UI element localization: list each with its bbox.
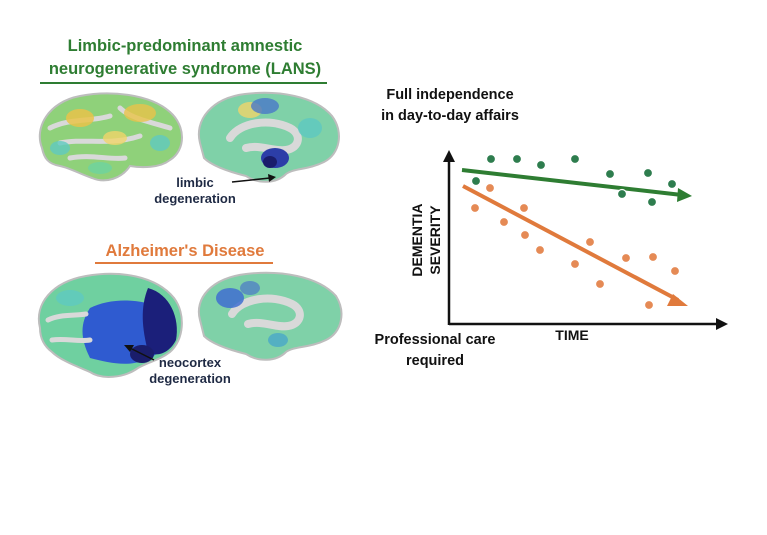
x-axis-arrowhead [716, 318, 728, 330]
lans-lateral-brain [38, 92, 183, 182]
lans-title-line1: Limbic-predominant amnestic [67, 37, 303, 55]
lans-trend-line [461, 168, 683, 197]
lans-trend-arrowhead [677, 188, 692, 202]
y-axis-title-line2: SEVERITY [427, 205, 443, 275]
ad-title: Alzheimer's Disease [105, 242, 265, 260]
ad-dot [594, 278, 606, 290]
lans-dot [569, 153, 581, 165]
lans-annotation: limbic degeneration [145, 175, 245, 207]
lans-dots [470, 153, 678, 208]
lans-dot [604, 168, 616, 180]
ad-dot [534, 244, 546, 256]
graph-top-label-line2: in day-to-day affairs [381, 108, 519, 124]
lans-dot [470, 175, 482, 187]
ad-dot [469, 202, 481, 214]
ad-annotation: neocortex degeneration [140, 355, 240, 387]
ad-medial-brain [197, 271, 343, 361]
graph-bottom-label: Professional care required [360, 330, 510, 372]
severity-graph: DEMENTIA SEVERITY TIME [409, 150, 728, 340]
lans-dot [485, 153, 497, 165]
y-axis-arrowhead [443, 150, 455, 162]
graph-top-label-line1: Full independence [386, 87, 514, 103]
lans-annotation-arrow [231, 174, 276, 183]
ad-trend-arrowhead [667, 294, 688, 306]
ad-dot [620, 252, 632, 264]
ad-dot [569, 258, 581, 270]
y-axis-title-line1: DEMENTIA [409, 203, 425, 276]
ad-annotation-arrow [124, 345, 155, 361]
ad-dot [484, 182, 496, 194]
lans-dot [535, 159, 547, 171]
lans-annotation-line1: limbic [176, 175, 214, 190]
ad-dot [519, 229, 531, 241]
lans-title-line2: neurogenerative syndrome (LANS) [48, 60, 322, 78]
ad-dots [469, 182, 681, 311]
ad-annotation-line2: degeneration [149, 371, 231, 386]
ad-annotation-line1: neocortex [158, 355, 222, 370]
x-axis-title: TIME [555, 327, 588, 340]
lans-dot [511, 153, 523, 165]
lans-medial-brain [197, 91, 340, 183]
lans-dot [616, 188, 628, 200]
lans-title: Limbic-predominant amnestic neurogenerat… [35, 35, 335, 81]
ad-dot [643, 299, 655, 311]
lans-dot [642, 167, 654, 179]
ad-trend-line [462, 184, 679, 302]
graph-top-label: Full independence in day-to-day affairs [350, 85, 550, 127]
lans-dot [666, 178, 678, 190]
ad-dot [584, 236, 596, 248]
ad-lateral-brain [37, 272, 183, 378]
lans-title-underline [40, 82, 327, 84]
ad-dot [498, 216, 510, 228]
ad-title-underline [95, 262, 273, 264]
lans-annotation-line2: degeneration [154, 191, 236, 206]
lans-dot [646, 196, 658, 208]
graph-bottom-label-line2: required [405, 353, 464, 369]
graph-bottom-label-line1: Professional care [374, 332, 496, 348]
ad-dot [669, 265, 681, 277]
ad-dot [518, 202, 530, 214]
ad-dot [647, 251, 659, 263]
